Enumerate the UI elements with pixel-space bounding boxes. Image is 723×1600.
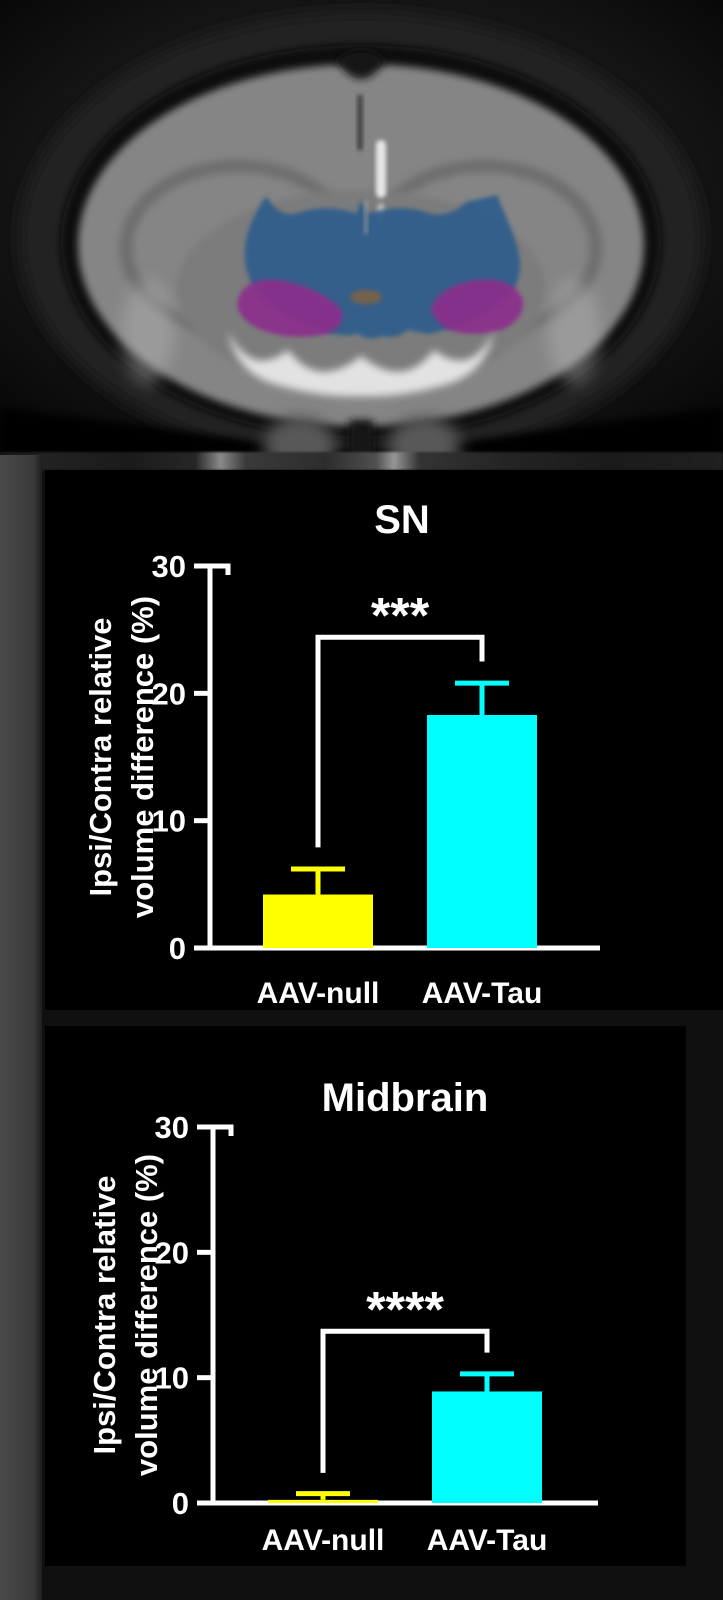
y-axis-title: Ipsi/Contra relative volume difference (%… [83, 596, 160, 918]
chart-panel-sn: 0 10 20 30 Ipsi/Contra relative volume differ… [45, 470, 723, 1010]
central-structure-spot [350, 290, 382, 304]
bar-AAV-Tau [427, 714, 537, 948]
dorsal-midline [357, 95, 363, 150]
mri-edge-streak [0, 452, 723, 470]
y-tick-label: 0 [172, 1486, 189, 1521]
bar-AAV-null [268, 1499, 378, 1503]
ventricle-bright-slit [376, 140, 386, 198]
y-axis-title: Ipsi/Contra relative volume difference (%… [87, 1154, 164, 1476]
y-tick-label: 10 [152, 804, 186, 839]
bar-AAV-Tau [432, 1391, 542, 1503]
category-label: AAV-Tau [427, 1524, 548, 1557]
significance-bracket [320, 1328, 490, 1473]
significance-label: *** [371, 587, 430, 643]
category-label: AAV-null [257, 977, 380, 1010]
bar-AAV-null [263, 894, 373, 948]
base-midline-gap [349, 420, 373, 455]
chart-title: Midbrain [322, 1076, 489, 1120]
y-tick-label: 20 [152, 676, 186, 711]
category-label: AAV-Tau [422, 977, 543, 1010]
mri-coronal-slice [0, 0, 723, 476]
midline-in-overlay [364, 200, 368, 234]
mri-image [0, 0, 723, 476]
y-tick-label: 30 [155, 1110, 189, 1145]
significance-label: **** [366, 1281, 444, 1337]
bottom-dark-mask [0, 408, 723, 455]
chart-panel-midbrain: 0 10 20 30 Ipsi/Contra relative volume differ… [45, 1026, 686, 1566]
significance-bracket [315, 634, 485, 848]
lateral-streak-right [548, 280, 600, 384]
category-label: AAV-null [262, 1524, 385, 1557]
left-gutter [0, 455, 42, 1600]
chart-title: SN [374, 498, 430, 542]
y-tick-label: 0 [169, 931, 186, 966]
sn-overlay-left [237, 279, 343, 337]
ventral-bright-band [228, 332, 494, 397]
sn-bar-chart: 0 10 20 30 Ipsi/Contra relative volume differ… [83, 498, 600, 1010]
y-tick-label: 30 [152, 549, 186, 584]
y-tick-label: 10 [155, 1361, 189, 1396]
lateral-streak-left [122, 280, 174, 384]
midbrain-bar-chart: 0 10 20 30 Ipsi/Contra relative volume differ… [87, 1076, 598, 1557]
midline-notch [336, 50, 386, 79]
y-tick-label: 20 [155, 1235, 189, 1270]
sn-overlay-right [431, 279, 524, 334]
